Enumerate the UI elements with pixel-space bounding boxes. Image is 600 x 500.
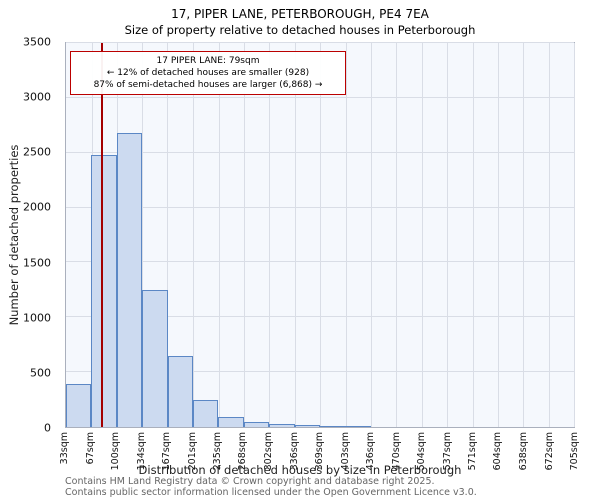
y-tick-label: 3500 bbox=[23, 35, 51, 49]
histogram-bar bbox=[269, 424, 295, 427]
annotation-line2: ← 12% of detached houses are smaller (92… bbox=[106, 68, 310, 79]
histogram-bar bbox=[193, 399, 219, 427]
histogram-bar bbox=[91, 154, 117, 427]
y-tick-label: 1500 bbox=[23, 256, 51, 270]
x-tick-label: 67sqm bbox=[84, 432, 96, 465]
footer-attribution-line1: Contains HM Land Registry data © Crown c… bbox=[65, 476, 435, 487]
y-tick-label: 3000 bbox=[23, 90, 51, 104]
annotation-line1: 17 PIPER LANE: 79sqm bbox=[156, 56, 260, 66]
x-tick-labels: 33sqm 67sqm 100sqm 134sqm 167sqm 201sqm 235sqm… bbox=[59, 432, 580, 470]
y-tick-label: 2500 bbox=[23, 145, 51, 159]
histogram-bar bbox=[167, 355, 193, 427]
property-size-marker-line bbox=[100, 43, 103, 427]
y-tick-label: 2000 bbox=[23, 200, 51, 214]
chart-title: 17, PIPER LANE, PETERBOROUGH, PE4 7EA bbox=[171, 7, 429, 21]
histogram-bar bbox=[320, 425, 346, 427]
y-tick-label: 0 bbox=[44, 421, 51, 435]
histogram-bar bbox=[116, 132, 143, 427]
histogram-bar bbox=[142, 289, 168, 427]
y-tick-label: 1000 bbox=[23, 311, 51, 325]
histogram-bar bbox=[66, 384, 92, 427]
footer-attribution-line2: Contains public sector information licen… bbox=[65, 487, 477, 498]
chart-subtitle: Size of property relative to detached ho… bbox=[124, 23, 476, 37]
y-tick-labels: 0 500 1000 1500 2000 2500 3000 3500 bbox=[0, 36, 59, 435]
annotation-box: 17 PIPER LANE: 79sqm ← 12% of detached h… bbox=[70, 51, 346, 96]
histogram-bar bbox=[218, 417, 244, 427]
x-tick-label: 33sqm bbox=[59, 432, 70, 465]
histogram-bar bbox=[294, 425, 320, 427]
x-axis-label: Distribution of detached houses by size … bbox=[138, 463, 462, 477]
histogram-bar bbox=[243, 422, 270, 427]
annotation-line3: 87% of semi-detached houses are larger (… bbox=[93, 80, 323, 91]
y-tick-label: 500 bbox=[30, 366, 51, 380]
plot-area: 17 PIPER LANE: 79sqm ← 12% of detached h… bbox=[65, 42, 575, 428]
histogram-bar bbox=[345, 426, 371, 427]
